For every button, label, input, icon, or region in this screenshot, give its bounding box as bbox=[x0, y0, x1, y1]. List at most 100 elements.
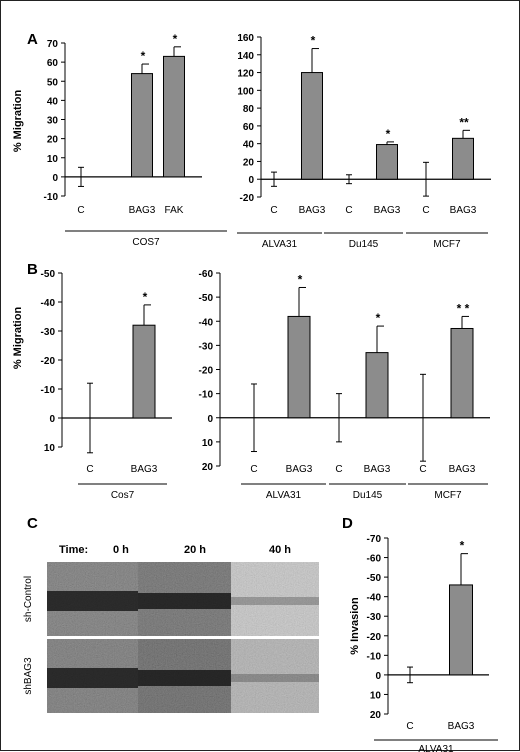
panel-label-D: D bbox=[342, 515, 353, 532]
time-column-label: 20 h bbox=[184, 544, 206, 556]
y-tick-label: 140 bbox=[237, 51, 254, 62]
category-label: BAG3 bbox=[449, 464, 476, 475]
row-label: sh-Control bbox=[23, 576, 34, 622]
y-tick-label: 0 bbox=[375, 671, 381, 682]
category-label: BAG3 bbox=[299, 205, 326, 216]
y-tick-label: -30 bbox=[367, 612, 382, 623]
significance-mark: * bbox=[298, 272, 303, 286]
category-label: C bbox=[422, 205, 429, 216]
significance-mark: * bbox=[141, 49, 146, 63]
micrograph-texture bbox=[231, 639, 319, 713]
y-tick-label: -20 bbox=[41, 356, 56, 367]
y-tick-label: 100 bbox=[237, 86, 254, 97]
y-tick-label: 20 bbox=[243, 157, 255, 168]
group-label: MCF7 bbox=[433, 239, 461, 250]
wound-gap bbox=[138, 593, 231, 609]
row-label: shBAG3 bbox=[23, 657, 34, 695]
group-label: Cos7 bbox=[111, 490, 135, 501]
y-axis-label: % Migration bbox=[12, 90, 24, 153]
category-label: BAG3 bbox=[448, 721, 475, 732]
micrograph-texture bbox=[231, 562, 319, 636]
wound-gap bbox=[138, 670, 231, 686]
y-tick-label: 60 bbox=[47, 58, 59, 69]
panel-label-B: B bbox=[27, 261, 38, 278]
category-label: C bbox=[77, 205, 84, 216]
bar bbox=[131, 73, 153, 178]
chart-D: 20 10 0 -10 -20 -30 -40 -50 -60 -70 % Invasion C * BA… bbox=[349, 534, 498, 752]
wound-gap bbox=[47, 591, 138, 611]
group-label: Du145 bbox=[353, 490, 383, 501]
y-tick-label: 120 bbox=[237, 69, 254, 80]
y-tick-label: -40 bbox=[41, 298, 56, 309]
y-tick-label: 10 bbox=[202, 438, 214, 449]
significance-mark: * bbox=[311, 34, 316, 48]
group-label: MCF7 bbox=[434, 490, 462, 501]
y-tick-label: -20 bbox=[240, 193, 255, 204]
y-tick-label: 10 bbox=[44, 443, 56, 454]
category-label: C bbox=[86, 464, 93, 475]
y-tick-label: 50 bbox=[47, 77, 59, 88]
bar bbox=[365, 352, 389, 419]
y-tick-label: 20 bbox=[370, 710, 382, 721]
y-tick-label: -60 bbox=[199, 269, 214, 280]
time-column-label: 40 h bbox=[269, 544, 291, 556]
bar bbox=[449, 584, 473, 676]
category-label: FAK bbox=[165, 205, 184, 216]
y-tick-label: -50 bbox=[199, 293, 214, 304]
time-column-label: 0 h bbox=[113, 544, 129, 556]
significance-mark: * bbox=[460, 539, 465, 553]
y-tick-label: -50 bbox=[367, 573, 382, 584]
category-label: BAG3 bbox=[286, 464, 313, 475]
y-tick-label: -30 bbox=[41, 327, 56, 338]
panel-label-C: C bbox=[27, 515, 38, 532]
bar bbox=[301, 72, 323, 180]
y-axis-label: % Invasion bbox=[349, 597, 361, 655]
y-tick-label: -20 bbox=[367, 632, 382, 643]
y-tick-label: 0 bbox=[248, 175, 254, 186]
significance-mark: ** bbox=[459, 115, 469, 129]
bar bbox=[132, 324, 156, 419]
category-label: C bbox=[345, 205, 352, 216]
y-tick-label: -70 bbox=[367, 534, 382, 545]
y-tick-label: -10 bbox=[44, 192, 59, 203]
group-label: ALVA31 bbox=[266, 490, 302, 501]
group-label: COS7 bbox=[132, 237, 160, 248]
y-tick-label: 0 bbox=[49, 414, 55, 425]
category-label: C bbox=[250, 464, 257, 475]
category-label: C bbox=[335, 464, 342, 475]
y-tick-label: 20 bbox=[202, 462, 214, 473]
y-tick-label: -50 bbox=[41, 269, 56, 280]
y-tick-label: -10 bbox=[41, 385, 56, 396]
y-tick-label: 0 bbox=[207, 414, 213, 425]
y-tick-label: -10 bbox=[367, 651, 382, 662]
y-tick-label: 160 bbox=[237, 33, 254, 44]
category-label: BAG3 bbox=[374, 205, 401, 216]
category-label: C bbox=[406, 721, 413, 732]
y-tick-label: -10 bbox=[199, 390, 214, 401]
y-tick-label: -20 bbox=[199, 366, 214, 377]
bar bbox=[287, 315, 311, 419]
chart-A-right: -20 0 20 40 60 80 100 120 140 160 C * BAG3 C * BAG3 C ** B… bbox=[237, 33, 491, 250]
wound-gap bbox=[47, 668, 138, 688]
y-tick-label: 0 bbox=[52, 173, 58, 184]
category-label: BAG3 bbox=[364, 464, 391, 475]
y-tick-label: -60 bbox=[367, 554, 382, 565]
chart-A-left: -10 0 10 20 30 40 50 60 70 % Migration C * BAG3 * FAK C… bbox=[12, 32, 227, 248]
y-tick-label: 60 bbox=[243, 122, 255, 133]
bar bbox=[452, 137, 474, 180]
bar bbox=[163, 55, 185, 178]
y-tick-label: -30 bbox=[199, 341, 214, 352]
significance-mark: * * bbox=[457, 301, 470, 315]
time-label: Time: bbox=[59, 544, 88, 556]
y-tick-label: 80 bbox=[243, 104, 255, 115]
bar bbox=[376, 144, 398, 180]
group-label: ALVA31 bbox=[418, 744, 454, 752]
significance-mark: * bbox=[143, 290, 148, 304]
y-tick-label: 30 bbox=[47, 116, 59, 127]
y-tick-label: 10 bbox=[47, 154, 59, 165]
category-label: C bbox=[270, 205, 277, 216]
y-tick-label: 40 bbox=[47, 96, 59, 107]
y-axis-label: % Migration bbox=[12, 307, 24, 370]
category-label: BAG3 bbox=[450, 205, 477, 216]
